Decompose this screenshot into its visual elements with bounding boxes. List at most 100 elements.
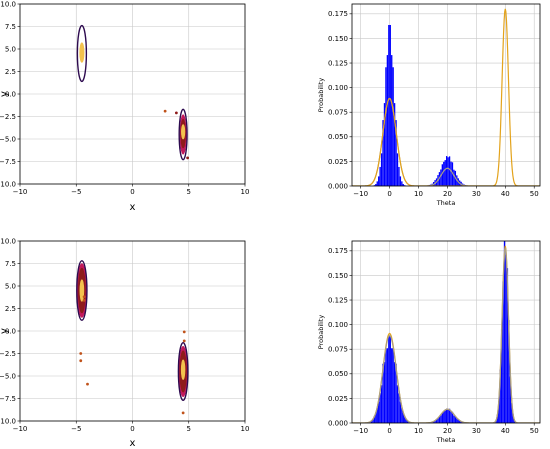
density-contour bbox=[76, 24, 88, 83]
histogram-bar bbox=[450, 161, 452, 186]
x-tick-label: 0 bbox=[130, 425, 134, 433]
y-tick-label: −2.5 bbox=[0, 113, 16, 121]
histogram-bar bbox=[389, 335, 391, 423]
histogram-bar bbox=[388, 24, 390, 186]
sample-point bbox=[79, 352, 83, 355]
histogram-bar bbox=[500, 329, 503, 423]
y-tick-label: 5.0 bbox=[5, 45, 16, 53]
x-tick-label: −5 bbox=[71, 425, 81, 433]
y-tick-label: −5.0 bbox=[0, 135, 16, 143]
histogram-bar bbox=[513, 420, 516, 423]
sample-point bbox=[163, 109, 167, 113]
x-tick-label: 10 bbox=[241, 425, 250, 433]
histogram-bar bbox=[511, 402, 513, 423]
x-tick-label: 0 bbox=[387, 190, 391, 198]
histogram-bar bbox=[380, 153, 383, 186]
x-tick-label: 50 bbox=[530, 427, 539, 435]
y-tick-label: 0.0 bbox=[5, 327, 16, 335]
y-tick-label: −10.0 bbox=[0, 180, 16, 188]
density-contour bbox=[180, 359, 186, 380]
density-contour bbox=[178, 108, 188, 161]
y-tick-label: 5.0 bbox=[5, 282, 16, 290]
histogram-bar bbox=[447, 157, 449, 186]
density-curve bbox=[352, 247, 540, 423]
x-tick-label: 30 bbox=[472, 190, 481, 198]
histogram-bar bbox=[453, 169, 455, 186]
histogram-bar bbox=[404, 185, 406, 186]
histogram-bar bbox=[457, 419, 459, 423]
histogram-bar bbox=[392, 348, 394, 423]
histogram-bottom-right: −10 0 10 20 30 40 50 0.000 0.025 0.050 0.075 0.100 0… bbox=[317, 240, 541, 444]
histogram-bar bbox=[446, 156, 448, 186]
histogram-bar bbox=[380, 385, 383, 423]
histogram-bar bbox=[393, 362, 396, 423]
histogram-bar bbox=[448, 408, 451, 423]
y-tick-label: 7.5 bbox=[5, 23, 16, 31]
histogram-bar bbox=[393, 103, 396, 186]
sample-point bbox=[82, 295, 86, 299]
histogram-bar bbox=[391, 348, 393, 423]
histogram-bar bbox=[391, 55, 393, 186]
histogram-bar bbox=[383, 103, 386, 186]
histogram-bar bbox=[454, 416, 457, 423]
y-tick-label: 0.050 bbox=[328, 133, 348, 141]
x-tick-label: −10 bbox=[353, 427, 368, 435]
histogram-bar bbox=[444, 410, 446, 423]
histogram-bar bbox=[378, 176, 380, 186]
y-tick-label: −10.0 bbox=[0, 417, 16, 425]
histogram-bar bbox=[441, 164, 444, 186]
x-tick-label: 20 bbox=[443, 427, 452, 435]
x-tick-label: −10 bbox=[353, 190, 368, 198]
sample-point bbox=[186, 156, 190, 160]
y-tick-label: 0.025 bbox=[328, 158, 348, 166]
histogram-bar bbox=[399, 176, 402, 186]
sample-point bbox=[182, 330, 186, 334]
x-tick-label: 50 bbox=[530, 190, 539, 198]
histogram-bar bbox=[503, 241, 506, 423]
x-tick-label: 5 bbox=[187, 425, 191, 433]
histogram-bar bbox=[443, 411, 445, 423]
histogram-bar bbox=[502, 281, 504, 423]
y-tick-label: 0.025 bbox=[328, 395, 348, 403]
contour-plot-top-left: −10 −5 0 5 10 10.0 7.5 5.0 2.5 0.0 −2.5 −5.0 −7.5 −10… bbox=[0, 0, 250, 213]
density-contour bbox=[79, 279, 85, 302]
histogram-bar bbox=[373, 185, 376, 186]
x-tick-label: 40 bbox=[501, 427, 510, 435]
histogram-bar bbox=[437, 418, 439, 423]
x-tick-label: 10 bbox=[241, 188, 250, 196]
histogram-bar bbox=[388, 335, 390, 423]
y-tick-label: 0.125 bbox=[328, 59, 348, 67]
sample-point bbox=[79, 359, 83, 363]
density-contour bbox=[76, 260, 88, 321]
x-tick-label: −10 bbox=[13, 425, 28, 433]
histogram-bar bbox=[506, 268, 509, 423]
histogram-top-right: −10 0 10 20 30 40 50 0.000 0.025 0.050 0.075 0.100 0… bbox=[317, 3, 541, 207]
x-axis-label: Theta bbox=[436, 436, 456, 444]
histogram-bar bbox=[382, 120, 384, 186]
sample-point bbox=[182, 339, 186, 343]
y-tick-label: −7.5 bbox=[0, 395, 16, 403]
density-contour bbox=[79, 42, 85, 63]
histogram-bar bbox=[440, 169, 442, 186]
y-tick-label: 0.100 bbox=[328, 321, 348, 329]
y-axis-label: Probability bbox=[317, 315, 325, 350]
histogram-bar bbox=[508, 320, 510, 423]
y-tick-label: 0.000 bbox=[328, 182, 348, 190]
y-tick-label: −2.5 bbox=[0, 350, 16, 358]
y-tick-label: 10.0 bbox=[0, 237, 16, 245]
y-axis-label: Probability bbox=[317, 78, 325, 113]
y-tick-label: 0.150 bbox=[328, 272, 348, 280]
histogram-bar bbox=[496, 414, 498, 423]
y-axis-label: y bbox=[0, 328, 10, 334]
histogram-bar bbox=[396, 153, 399, 186]
x-tick-label: 40 bbox=[501, 190, 510, 198]
histogram-bar bbox=[432, 421, 435, 423]
histogram-bar bbox=[383, 362, 386, 423]
histogram-bar bbox=[399, 401, 402, 423]
histogram-bar bbox=[404, 415, 406, 423]
histogram-bar bbox=[512, 414, 514, 423]
x-axis-label: x bbox=[130, 438, 136, 449]
x-tick-label: 0 bbox=[387, 427, 391, 435]
histogram-bar bbox=[509, 376, 511, 423]
histogram-bar bbox=[373, 415, 376, 423]
